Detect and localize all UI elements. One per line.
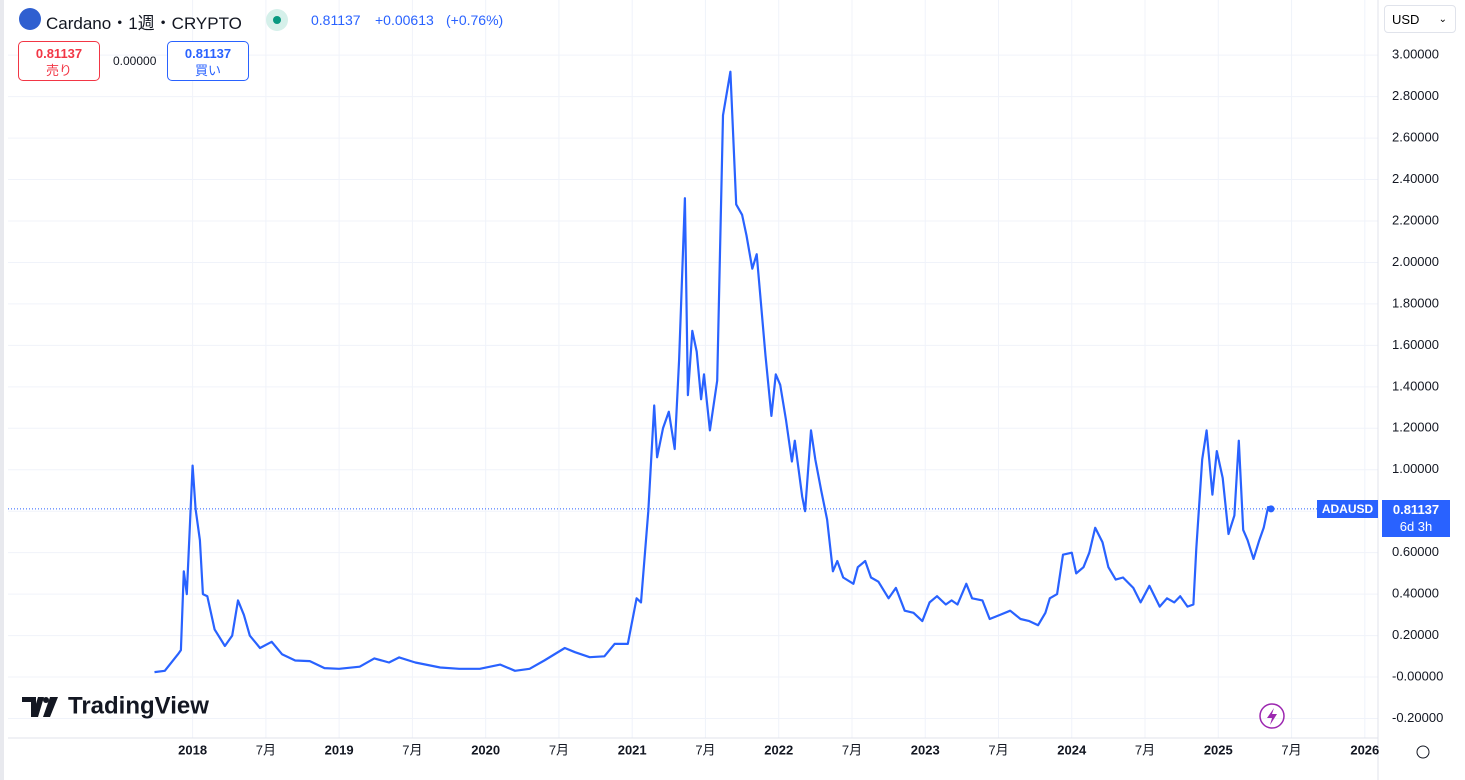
y-tick-label: -0.20000 (1392, 710, 1443, 725)
x-tick-label: 2020 (471, 742, 500, 757)
y-tick-label: 0.60000 (1392, 544, 1439, 559)
x-tick-label: 7月 (256, 742, 276, 757)
currency-select[interactable]: USD ⌄ (1384, 5, 1456, 33)
x-tick-label: 7月 (1281, 742, 1301, 757)
sell-price: 0.81137 (35, 46, 83, 61)
price-tag: 0.81137 6d 3h (1382, 500, 1450, 537)
buy-price: 0.81137 (184, 46, 232, 61)
y-tick-label: 2.60000 (1392, 130, 1439, 145)
tv-logo (22, 697, 58, 717)
symbol-tag: ADAUSD (1317, 500, 1378, 518)
last-point (1267, 505, 1275, 513)
last-price: 0.81137 (311, 12, 361, 28)
y-tick-label: 2.20000 (1392, 212, 1439, 227)
x-tick-label: 7月 (1135, 742, 1155, 757)
y-tick-label: 2.80000 (1392, 88, 1439, 103)
countdown: 6d 3h (1399, 519, 1433, 534)
currency: USD (1392, 12, 1420, 27)
y-tick-label: 0.40000 (1392, 586, 1439, 601)
buy-button[interactable]: 0.81137 買い (167, 41, 249, 81)
market-status (266, 9, 288, 31)
y-tick-label: 3.00000 (1392, 47, 1439, 62)
price-tag-value: 0.81137 (1392, 502, 1440, 517)
x-tick-label: 7月 (988, 742, 1008, 757)
left-edge (0, 0, 4, 780)
x-tick-label: 2024 (1057, 742, 1087, 757)
x-tick-label: 2019 (325, 742, 354, 757)
flash-icon[interactable] (1259, 703, 1285, 729)
x-tick-label: 2022 (764, 742, 793, 757)
price-change: +0.00613 (375, 12, 434, 28)
y-tick-label: 2.40000 (1392, 171, 1439, 186)
y-tick-label: 2.00000 (1392, 254, 1439, 269)
flash-glyph (1267, 708, 1277, 725)
price-change-pct: (+0.76%) (446, 12, 504, 28)
y-tick-label: 1.60000 (1392, 337, 1439, 352)
sell-label: 売り (45, 63, 72, 78)
x-tick-label: 7月 (549, 742, 569, 757)
settings-icon[interactable] (1416, 745, 1430, 759)
x-tick-label: 2025 (1204, 742, 1233, 757)
spread: 0.00000 (113, 54, 157, 68)
y-tick-label: 1.40000 (1392, 378, 1439, 393)
brand: TradingView (68, 692, 209, 719)
x-tick-label: 7月 (695, 742, 715, 757)
y-tick-label: 1.20000 (1392, 420, 1439, 435)
price-line (154, 70, 1272, 674)
y-tick-label: 0.20000 (1392, 627, 1439, 642)
sell-button[interactable]: 0.81137 売り (18, 41, 100, 81)
x-tick-label: 2021 (618, 742, 647, 757)
y-tick-label: 1.80000 (1392, 295, 1439, 310)
symbol-title[interactable]: Cardano・1週・CRYPTO (46, 14, 242, 33)
x-tick-label: 7月 (842, 742, 862, 757)
x-tick-label: 2023 (911, 742, 940, 757)
x-tick-label: 2018 (178, 742, 207, 757)
x-tick-label: 2026 (1350, 742, 1379, 757)
buy-label: 買い (194, 63, 221, 78)
x-tick-label: 7月 (402, 742, 422, 757)
y-tick-label: -0.00000 (1392, 668, 1443, 683)
y-tick-label: 1.00000 (1392, 461, 1439, 476)
coin-icon (19, 8, 41, 30)
